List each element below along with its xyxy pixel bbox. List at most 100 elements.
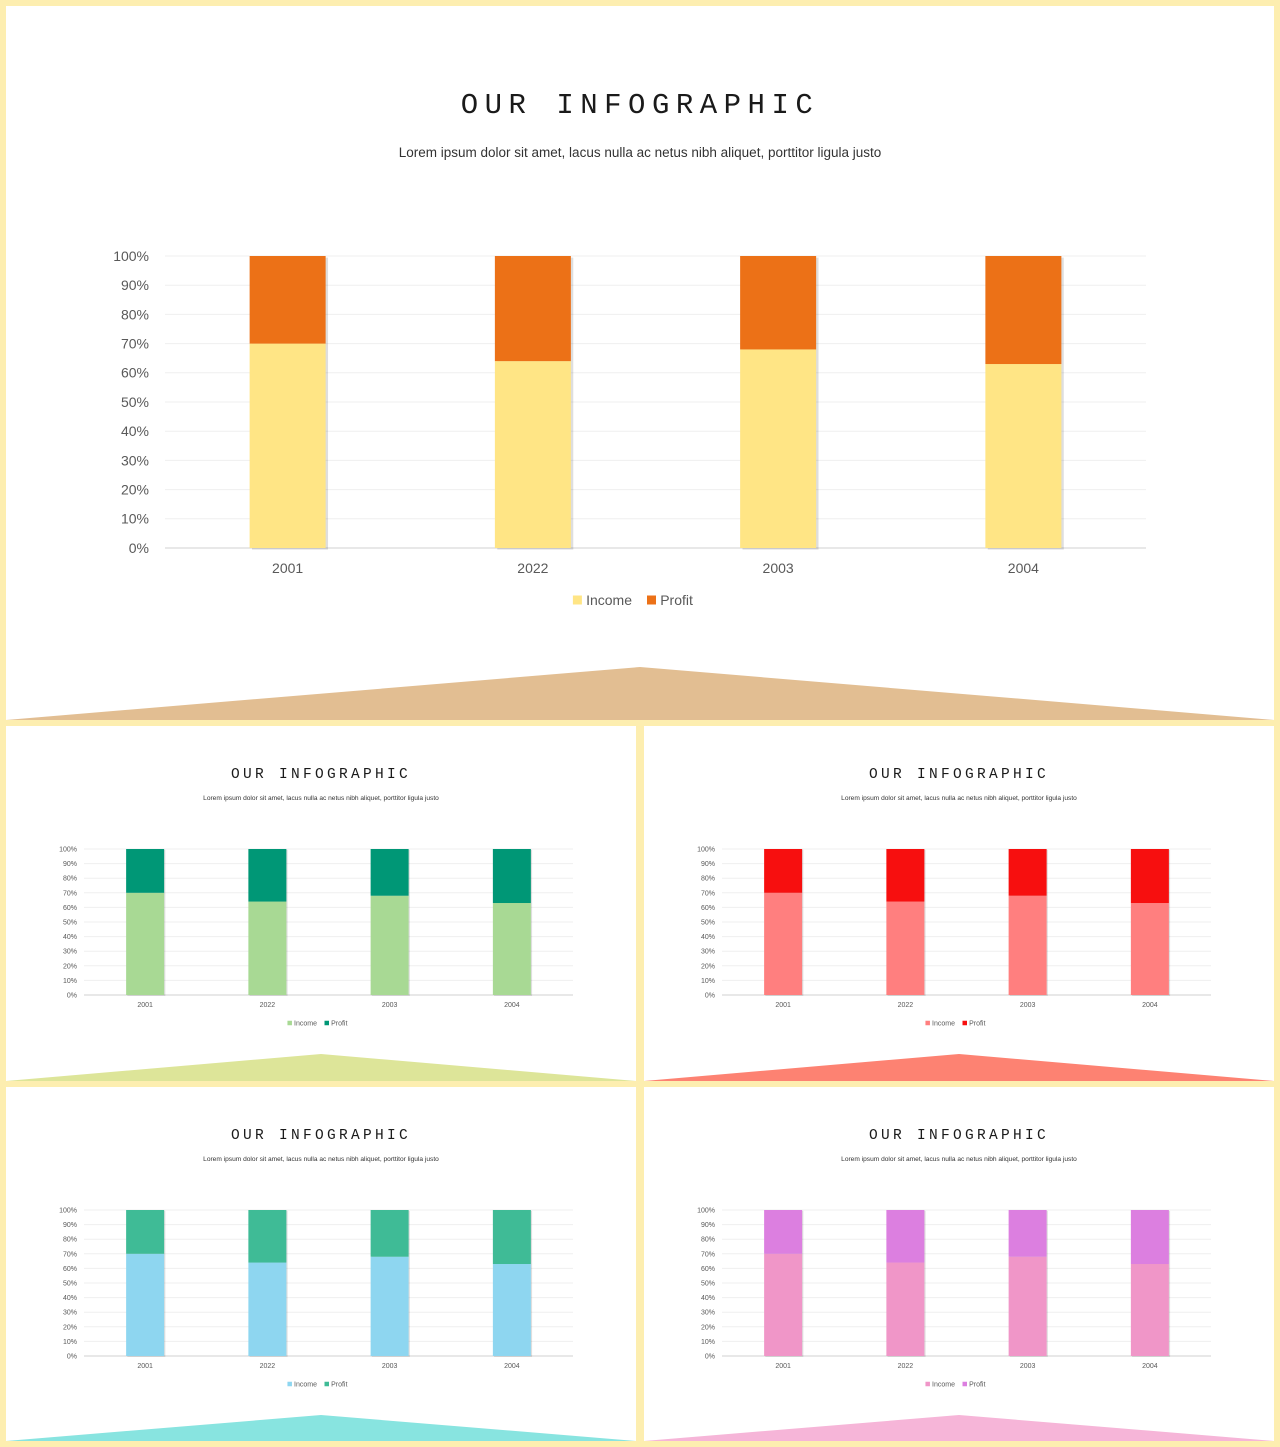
slide-title: OUR INFOGRAPHIC [869,767,1049,783]
bar-profit-2022 [886,849,925,902]
slide-subtitle: Lorem ipsum dolor sit amet, lacus nulla … [399,145,882,160]
y-tick-label: 0% [705,1353,715,1360]
legend-swatch-income [572,595,582,605]
y-tick-label: 70% [121,336,149,352]
y-tick-label: 40% [63,1295,77,1302]
y-tick-label: 10% [701,1339,715,1346]
y-tick-label: 40% [63,934,77,941]
y-tick-label: 10% [701,978,715,985]
slide-subtitle: Lorem ipsum dolor sit amet, lacus nulla … [203,795,439,802]
bar-profit-2004 [985,256,1062,365]
bar-income-2022 [886,901,925,995]
y-tick-label: 10% [63,1339,77,1346]
y-tick-label: 0% [67,992,77,999]
y-tick-label: 60% [701,1266,715,1273]
bar-profit-2004 [1130,849,1169,904]
y-tick-label: 30% [63,949,77,956]
legend-label-income: Income [294,1021,317,1028]
bar-profit-2001 [126,849,165,893]
bar-profit-2003 [1008,1210,1047,1257]
bar-income-2003 [1008,895,1047,995]
slide-title: OUR INFOGRAPHIC [461,89,820,122]
y-tick-label: 50% [63,919,77,926]
slide-canvas: OUR INFOGRAPHIC Lorem ipsum dolor sit ame… [6,1128,636,1441]
slide-title: OUR INFOGRAPHIC [231,1128,411,1144]
bar-profit-2004 [492,849,531,904]
slide-subtitle: Lorem ipsum dolor sit amet, lacus nulla … [841,1156,1077,1163]
y-tick-label: 20% [63,1324,77,1331]
bar-profit-2022 [886,1210,925,1263]
bar-profit-2001 [249,256,326,344]
y-tick-label: 40% [701,1295,715,1302]
decorative-triangle [644,1054,1274,1081]
y-tick-label: 80% [63,1237,77,1244]
x-tick-label: 2022 [898,1002,914,1009]
y-tick-label: 100% [113,248,149,264]
bar-income-2001 [764,1253,803,1356]
legend-label-income: Income [294,1382,317,1389]
slide-canvas: OUR INFOGRAPHIC Lorem ipsum dolor sit ame… [6,767,636,1081]
slide-canvas: OUR INFOGRAPHIC Lorem ipsum dolor sit ame… [644,767,1274,1081]
x-tick-label: 2004 [504,1002,520,1009]
x-tick-label: 2004 [1008,560,1039,576]
y-tick-label: 0% [67,1353,77,1360]
bar-income-2004 [492,1264,531,1356]
x-tick-label: 2003 [1020,1002,1036,1009]
x-tick-label: 2001 [775,1002,791,1009]
y-tick-label: 20% [63,963,77,970]
y-tick-label: 30% [701,1310,715,1317]
legend-swatch-income [287,1020,292,1026]
slide-blue: OUR INFOGRAPHIC Lorem ipsum dolor sit ame… [6,1087,636,1441]
y-tick-label: 80% [701,1237,715,1244]
legend-label-income: Income [586,592,632,608]
y-tick-label: 70% [701,890,715,897]
y-tick-label: 40% [121,423,149,439]
legend-label-profit: Profit [969,1382,985,1389]
legend-label-profit: Profit [331,1021,347,1028]
y-tick-label: 30% [121,452,149,468]
legend-label-profit: Profit [660,592,693,608]
y-tick-label: 90% [121,277,149,293]
bar-income-2003 [740,349,817,548]
legend-swatch-income [287,1381,292,1387]
x-tick-label: 2001 [137,1363,153,1370]
y-tick-label: 90% [701,861,715,868]
y-tick-label: 20% [701,963,715,970]
y-tick-label: 90% [63,1222,77,1229]
bar-profit-2001 [126,1210,165,1254]
bar-income-2001 [126,892,165,995]
y-tick-label: 80% [63,876,77,883]
y-tick-label: 10% [121,511,149,527]
y-tick-label: 10% [63,978,77,985]
y-tick-label: 100% [59,846,77,853]
bar-profit-2022 [248,849,287,902]
bar-income-2022 [248,901,287,995]
legend-swatch-profit [962,1020,967,1026]
y-tick-label: 50% [701,919,715,926]
y-tick-label: 80% [121,306,149,322]
y-tick-label: 60% [701,905,715,912]
legend-label-income: Income [932,1382,955,1389]
legend-swatch-profit [962,1381,967,1387]
y-tick-label: 30% [701,949,715,956]
bar-income-2022 [494,361,571,548]
legend-swatch-income [925,1020,930,1026]
x-tick-label: 2004 [1142,1363,1158,1370]
bar-income-2001 [126,1253,165,1356]
y-tick-label: 100% [697,1207,715,1214]
slide-pink: OUR INFOGRAPHIC Lorem ipsum dolor sit ame… [644,1087,1274,1441]
y-tick-label: 60% [63,905,77,912]
bar-profit-2001 [764,849,803,893]
x-tick-label: 2003 [763,560,794,576]
slide-main: OUR INFOGRAPHIC Lorem ipsum dolor sit ame… [6,6,1274,720]
x-tick-label: 2001 [775,1363,791,1370]
y-tick-label: 40% [701,934,715,941]
bar-profit-2003 [370,1210,409,1257]
y-tick-label: 70% [701,1251,715,1258]
x-tick-label: 2022 [260,1002,276,1009]
bar-income-2004 [1130,903,1169,995]
y-tick-label: 100% [59,1207,77,1214]
x-tick-label: 2004 [1142,1002,1158,1009]
legend-label-profit: Profit [331,1382,347,1389]
bar-income-2022 [886,1262,925,1356]
